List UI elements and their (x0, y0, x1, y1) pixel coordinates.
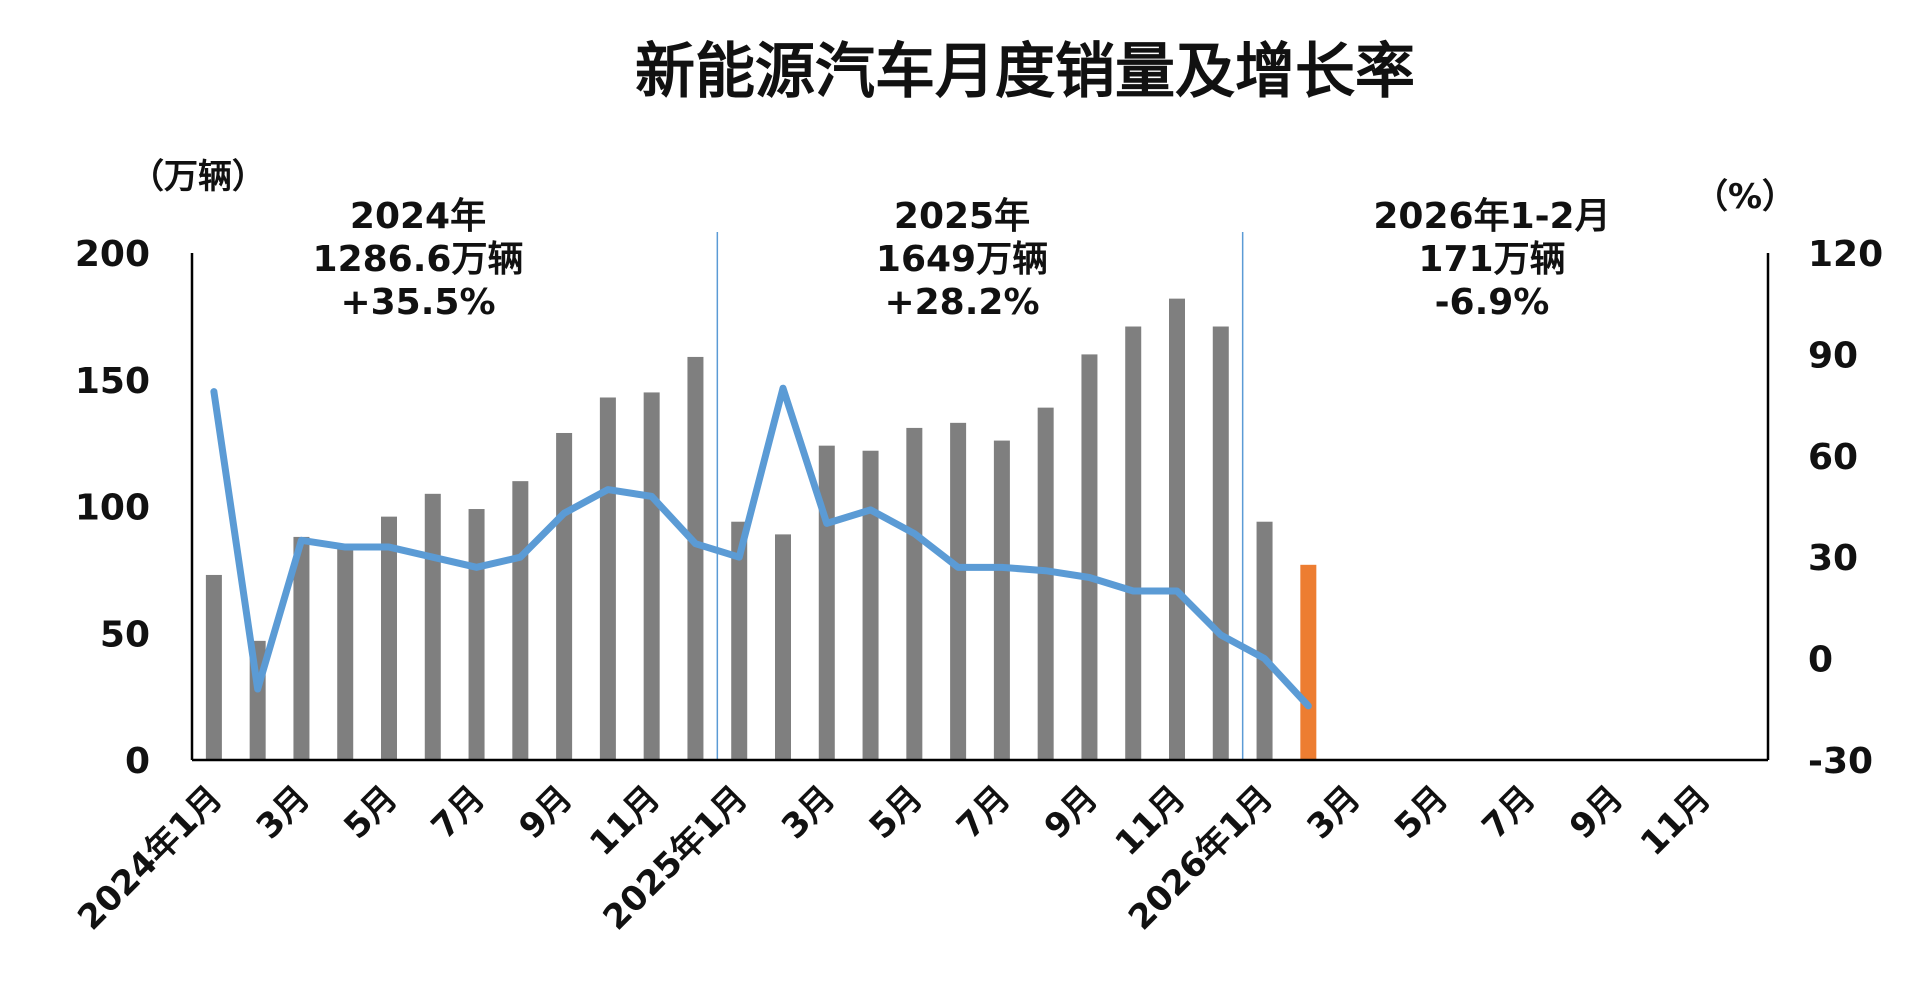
bar-2月 (775, 534, 791, 760)
left-tick-label: 100 (75, 488, 150, 529)
bar-12月 (687, 356, 704, 760)
x-tick-label: 3月 (1299, 778, 1368, 847)
right-tick-label: 30 (1808, 538, 1858, 579)
bar-8月 (1037, 407, 1054, 760)
bar-5月 (381, 516, 397, 760)
x-tick-label: 3月 (774, 778, 843, 847)
bar-7月 (993, 440, 1010, 760)
bar-3月 (818, 445, 835, 760)
dividers-layer (716, 232, 1244, 760)
annotation-1-line-3: +35.5% (340, 282, 495, 323)
bar-5月 (906, 427, 923, 760)
bar-9月 (556, 432, 573, 760)
annotation-3-line-2: 171万辆 (1418, 239, 1565, 280)
bar-6月 (950, 422, 967, 760)
bar-2025年1月 (731, 521, 748, 760)
bar-11月 (643, 392, 660, 760)
bar-6月 (424, 493, 441, 760)
bar-3月 (293, 536, 310, 760)
bar-4月 (337, 547, 354, 760)
bar-4月 (862, 450, 879, 760)
right-tick-label: -30 (1808, 741, 1873, 782)
right-tick-label: 90 (1808, 335, 1858, 376)
x-tick-label: 7月 (949, 778, 1018, 847)
bar-7月 (468, 509, 485, 760)
right-tick-label: 120 (1808, 234, 1883, 275)
x-tick-label: 5月 (336, 778, 405, 847)
bar-2月 (1300, 564, 1317, 760)
bar-2024年1月 (205, 574, 222, 760)
bar-2026年1月 (1256, 521, 1273, 760)
left-tick-label: 150 (75, 361, 150, 402)
left-axis-unit: （万辆） (130, 157, 266, 197)
bar-10月 (599, 397, 616, 760)
growth-rate-line (210, 384, 1312, 710)
annotation-1-line-2: 1286.6万辆 (313, 239, 524, 280)
bar-10月 (1125, 326, 1142, 760)
x-tick-label: 7月 (424, 778, 493, 847)
bars-layer (205, 298, 1317, 760)
x-tick-label: 3月 (249, 778, 318, 847)
x-tick-label: 2024年1月 (70, 778, 230, 938)
bar-12月 (1212, 326, 1229, 760)
right-axis-unit: （%） (1694, 177, 1796, 217)
bar-9月 (1081, 354, 1098, 760)
annotation-2-line-3: +28.2% (884, 282, 1039, 323)
bar-8月 (512, 481, 529, 760)
line-layer (210, 384, 1312, 710)
bar-11月 (1169, 298, 1185, 760)
x-tick-label: 5月 (862, 778, 931, 847)
x-tick-label: 9月 (511, 778, 580, 847)
annotation-1-line-1: 2024年 (350, 196, 486, 237)
x-tick-label: 9月 (1037, 778, 1106, 847)
annotation-3-line-1: 2026年1-2月 (1373, 196, 1610, 237)
annotation-3-highlight: -6.9% (1435, 282, 1550, 323)
x-tick-label: 7月 (1475, 778, 1544, 847)
annotation-2-line-1: 2025年 (894, 196, 1030, 237)
chart-title: 新能源汽车月度销量及增长率 (635, 37, 1415, 107)
left-tick-label: 200 (75, 234, 150, 275)
left-tick-label: 0 (125, 741, 150, 782)
x-tick-label: 5月 (1387, 778, 1456, 847)
x-tick-label: 11月 (1633, 778, 1719, 864)
right-tick-label: 60 (1808, 437, 1858, 478)
right-tick-label: 0 (1808, 640, 1833, 681)
left-tick-label: 50 (100, 614, 150, 655)
x-tick-label: 9月 (1562, 778, 1631, 847)
annotation-2-line-2: 1649万辆 (876, 239, 1048, 280)
